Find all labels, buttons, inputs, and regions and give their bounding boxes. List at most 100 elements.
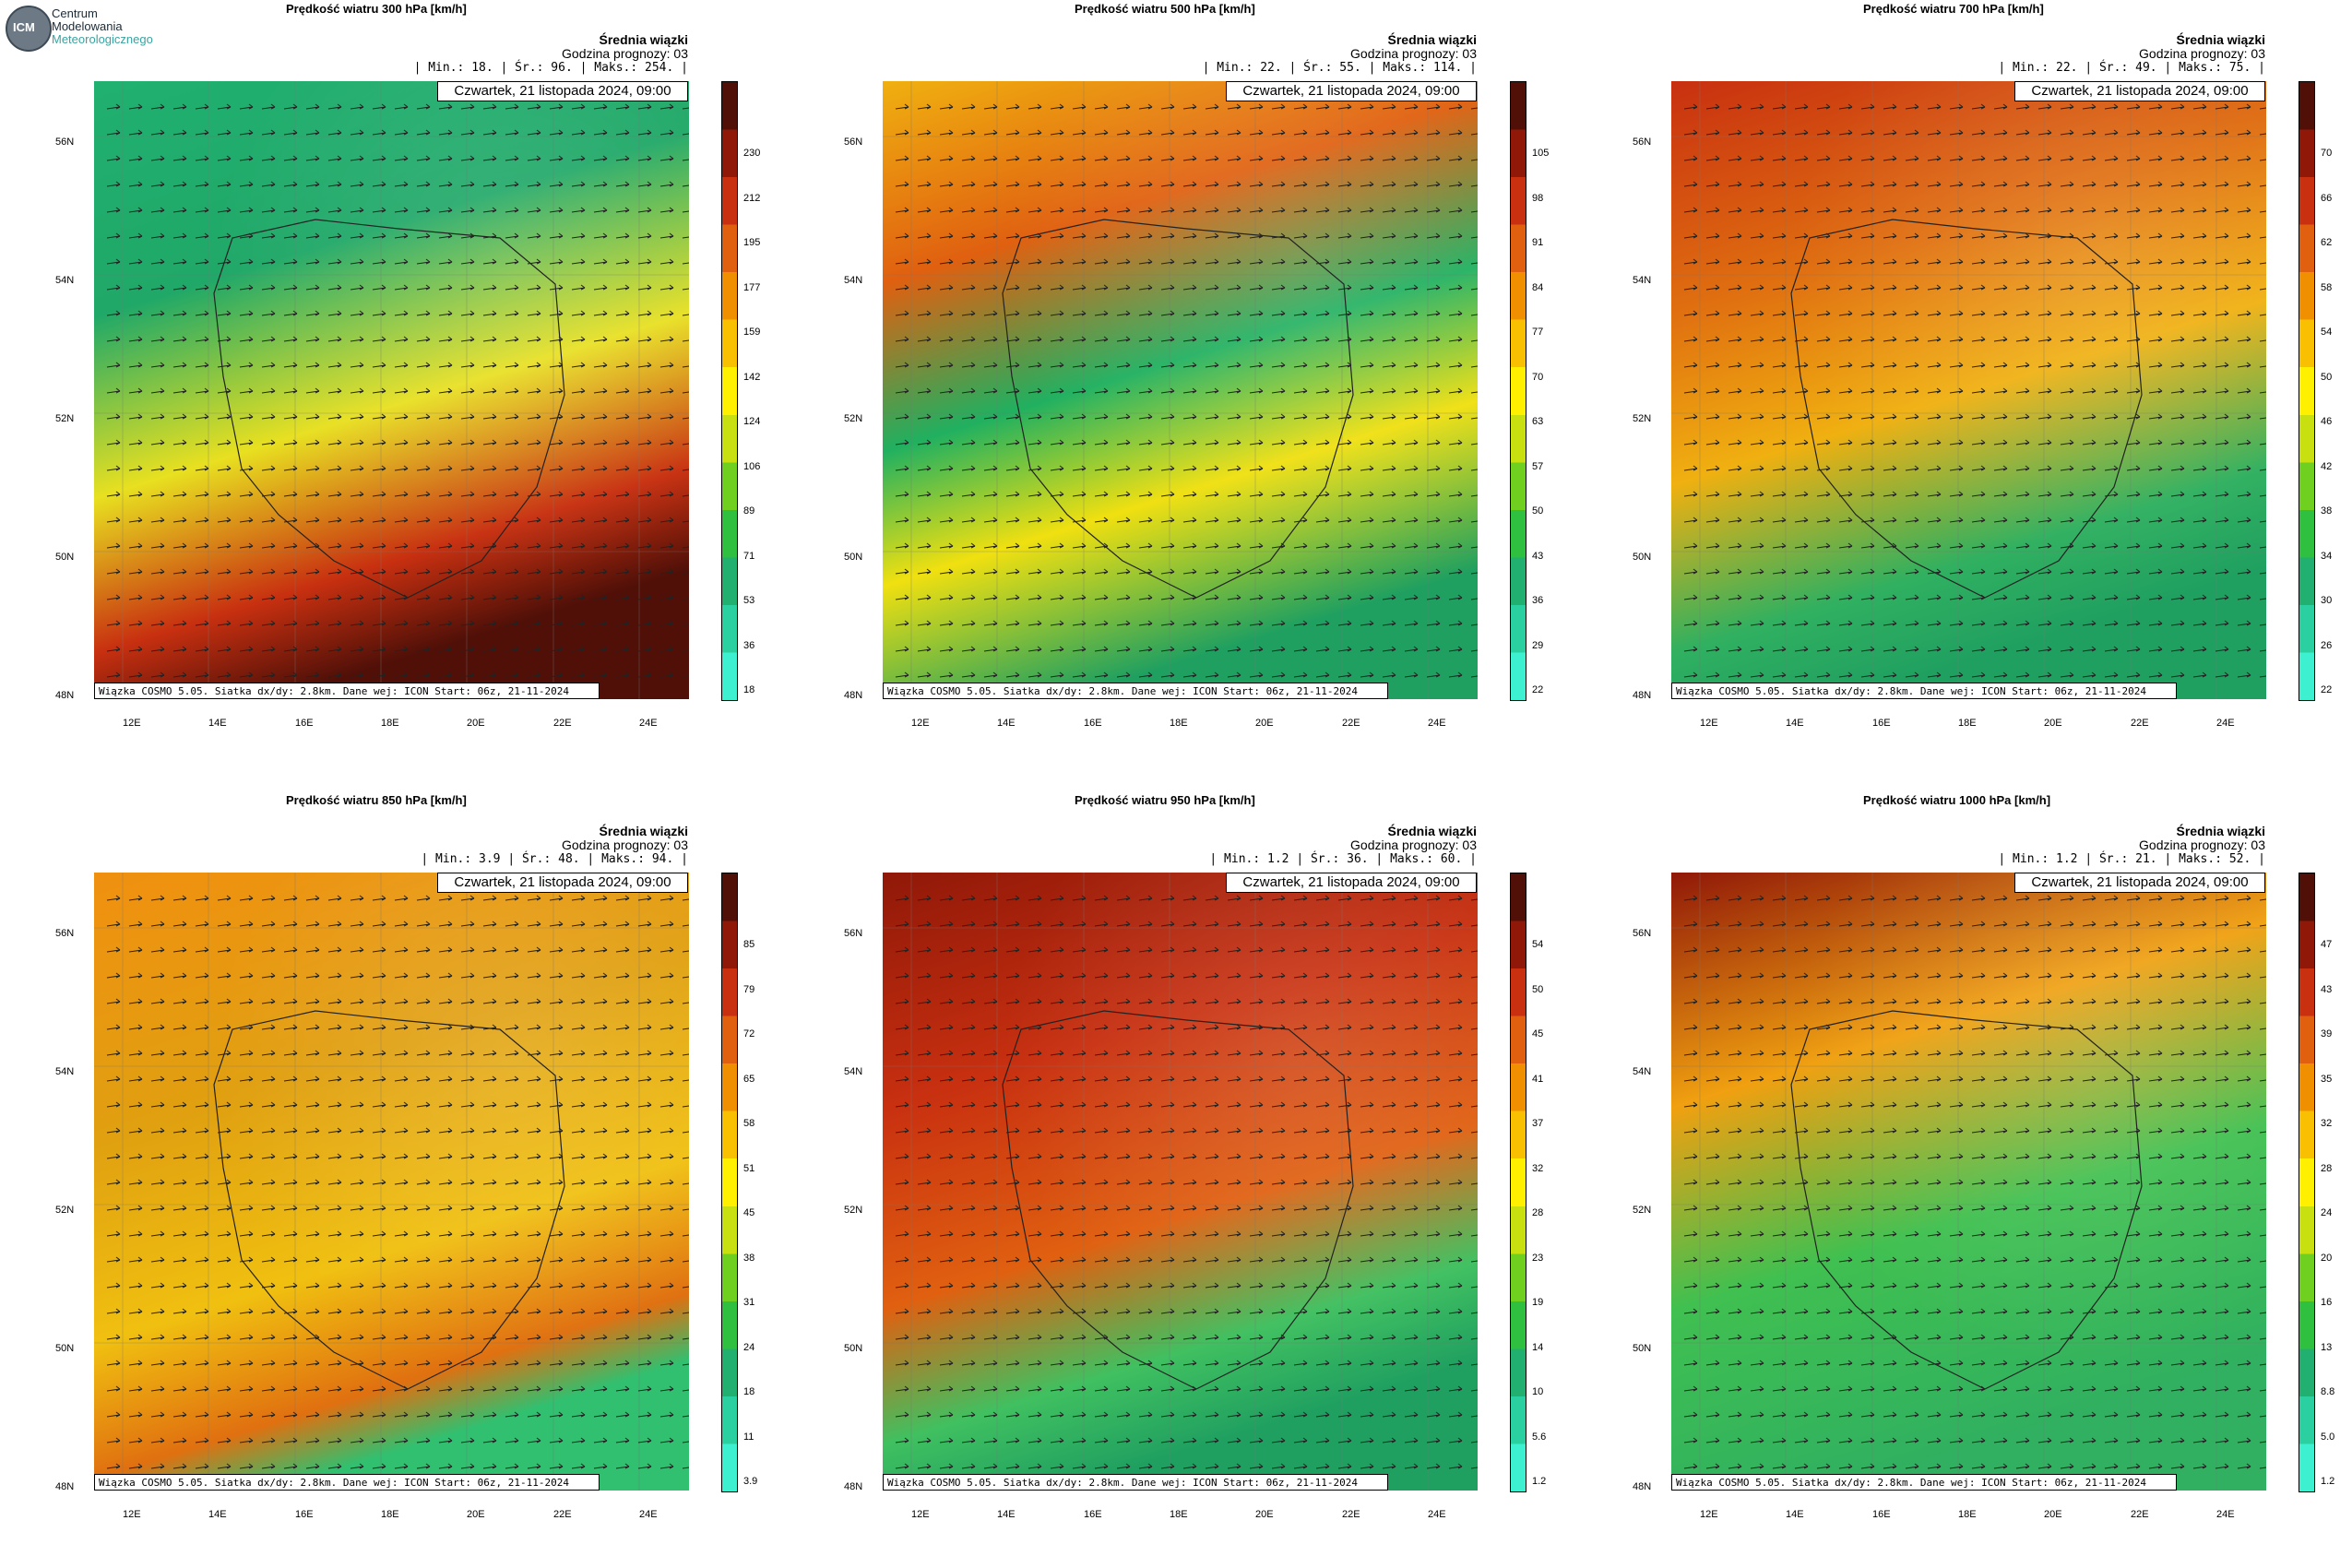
- model-info-footer: Wiązka COSMO 5.05. Siatka dx/dy: 2.8km. …: [883, 683, 1388, 699]
- lat-label: 50N: [55, 1343, 75, 1354]
- lon-label: 24E: [639, 1509, 658, 1520]
- colorbar-tick: 54: [2321, 327, 2333, 338]
- model-info-footer: Wiązka COSMO 5.05. Siatka dx/dy: 2.8km. …: [1671, 683, 2177, 699]
- lon-label: 14E: [1786, 1509, 1804, 1520]
- colorbar-tick: 23: [1532, 1252, 1544, 1264]
- map-panel: Prędkość wiatru 1000 hPa [km/h] Średnia w…: [1577, 791, 2334, 1548]
- lon-label: 24E: [1428, 718, 1446, 729]
- lon-label: 16E: [1872, 1509, 1891, 1520]
- colorbar: [2299, 81, 2315, 701]
- colorbar-tick: 37: [1532, 1118, 1544, 1129]
- stats-line: | Min.: 1.2 | Śr.: 36. | Maks.: 60. |: [1209, 852, 1477, 866]
- colorbar-tick: 89: [743, 505, 755, 517]
- lon-label: 20E: [2044, 718, 2062, 729]
- colorbar-tick: 70: [2321, 148, 2333, 159]
- colorbar-tick: 16: [2321, 1297, 2333, 1308]
- colorbar-tick: 50: [1532, 983, 1544, 995]
- colorbar-tick: 10: [1532, 1386, 1544, 1397]
- colorbar-tick: 63: [1532, 416, 1544, 427]
- lon-label: 12E: [123, 1509, 141, 1520]
- colorbar-tick: 54: [1532, 939, 1544, 950]
- colorbar-tick: 51: [743, 1162, 755, 1174]
- forecast-hour-label: Godzina prognozy: 03: [2139, 46, 2265, 61]
- colorbar-tick: 58: [743, 1118, 755, 1129]
- model-info-footer: Wiązka COSMO 5.05. Siatka dx/dy: 2.8km. …: [883, 1474, 1388, 1491]
- colorbar-tick: 84: [1532, 281, 1544, 293]
- forecast-hour-label: Godzina prognozy: 03: [562, 837, 688, 852]
- colorbar-tick: 142: [743, 371, 761, 383]
- lat-label: 48N: [1633, 690, 1652, 701]
- colorbar-tick: 32: [2321, 1118, 2333, 1129]
- lon-label: 20E: [467, 718, 485, 729]
- panel-title: Prędkość wiatru 850 hPa [km/h]: [286, 793, 467, 807]
- colorbar-tick: 53: [743, 595, 755, 606]
- colorbar-tick: 24: [743, 1341, 755, 1353]
- lon-label: 22E: [553, 1509, 572, 1520]
- colorbar-tick: 20: [2321, 1252, 2333, 1264]
- lat-label: 48N: [844, 690, 863, 701]
- colorbar-tick: 46: [2321, 416, 2333, 427]
- lat-label: 48N: [55, 690, 75, 701]
- colorbar-tick: 19: [1532, 1297, 1544, 1308]
- forecast-hour-label: Godzina prognozy: 03: [2139, 837, 2265, 852]
- valid-date: Czwartek, 21 listopada 2024, 09:00: [2014, 81, 2265, 101]
- colorbar-tick: 50: [2321, 371, 2333, 383]
- colorbar-tick: 31: [743, 1297, 755, 1308]
- stats-line: | Min.: 18. | Śr.: 96. | Maks.: 254. |: [413, 61, 688, 75]
- lon-label: 24E: [2216, 1509, 2235, 1520]
- lon-label: 24E: [1428, 1509, 1446, 1520]
- model-info-footer: Wiązka COSMO 5.05. Siatka dx/dy: 2.8km. …: [1671, 1474, 2177, 1491]
- ensemble-mean-label: Średnia wiązki: [1387, 824, 1477, 838]
- wind-map: Czwartek, 21 listopada 2024, 09:00 Wiązka…: [1671, 81, 2266, 699]
- lon-label: 22E: [553, 718, 572, 729]
- colorbar-tick: 45: [743, 1207, 755, 1218]
- colorbar-tick: 35: [2321, 1073, 2333, 1085]
- colorbar-tick: 38: [2321, 505, 2333, 517]
- lat-label: 50N: [844, 552, 863, 563]
- lon-label: 16E: [295, 718, 314, 729]
- colorbar-tick: 47: [2321, 939, 2333, 950]
- colorbar: [2299, 873, 2315, 1492]
- forecast-hour-label: Godzina prognozy: 03: [1350, 837, 1477, 852]
- colorbar-tick: 91: [1532, 237, 1544, 248]
- colorbar-tick: 39: [2321, 1028, 2333, 1039]
- colorbar-tick: 8.8: [2321, 1386, 2335, 1397]
- lon-label: 18E: [1170, 718, 1188, 729]
- lat-label: 50N: [1633, 552, 1652, 563]
- colorbar-tick: 28: [1532, 1207, 1544, 1218]
- colorbar: [1510, 81, 1526, 701]
- lon-label: 14E: [208, 1509, 227, 1520]
- colorbar-tick: 66: [2321, 192, 2333, 204]
- lon-label: 14E: [997, 718, 1016, 729]
- colorbar-tick: 24: [2321, 1207, 2333, 1218]
- lon-label: 18E: [1958, 1509, 1977, 1520]
- forecast-hour-label: Godzina prognozy: 03: [1350, 46, 1477, 61]
- colorbar-tick: 45: [1532, 1028, 1544, 1039]
- icm-logo-badge-text: ICM: [13, 20, 35, 34]
- lat-label: 54N: [55, 275, 75, 286]
- colorbar-tick: 70: [1532, 371, 1544, 383]
- stats-line: | Min.: 22. | Śr.: 49. | Maks.: 75. |: [1998, 61, 2265, 75]
- lon-label: 12E: [911, 1509, 930, 1520]
- colorbar-tick: 230: [743, 148, 761, 159]
- lat-label: 52N: [55, 413, 75, 424]
- valid-date: Czwartek, 21 listopada 2024, 09:00: [1226, 81, 1477, 101]
- lon-label: 14E: [208, 718, 227, 729]
- stats-line: | Min.: 1.2 | Śr.: 21. | Maks.: 52. |: [1998, 852, 2265, 866]
- logo-line3: Meteorologicznego: [52, 32, 153, 46]
- colorbar-tick: 62: [2321, 237, 2333, 248]
- colorbar-tick: 72: [743, 1028, 755, 1039]
- lon-label: 24E: [2216, 718, 2235, 729]
- colorbar-tick: 38: [743, 1252, 755, 1264]
- panel-title: Prędkość wiatru 950 hPa [km/h]: [1075, 793, 1255, 807]
- lon-label: 20E: [1255, 718, 1274, 729]
- wind-map: Czwartek, 21 listopada 2024, 09:00 Wiązka…: [1671, 873, 2266, 1491]
- colorbar-tick: 159: [743, 327, 761, 338]
- ensemble-mean-label: Średnia wiązki: [2176, 32, 2265, 47]
- lat-label: 52N: [844, 413, 863, 424]
- lon-label: 22E: [2131, 718, 2149, 729]
- colorbar-tick: 3.9: [743, 1476, 758, 1487]
- lon-label: 18E: [1958, 718, 1977, 729]
- colorbar-tick: 34: [2321, 550, 2333, 562]
- colorbar-tick: 26: [2321, 639, 2333, 651]
